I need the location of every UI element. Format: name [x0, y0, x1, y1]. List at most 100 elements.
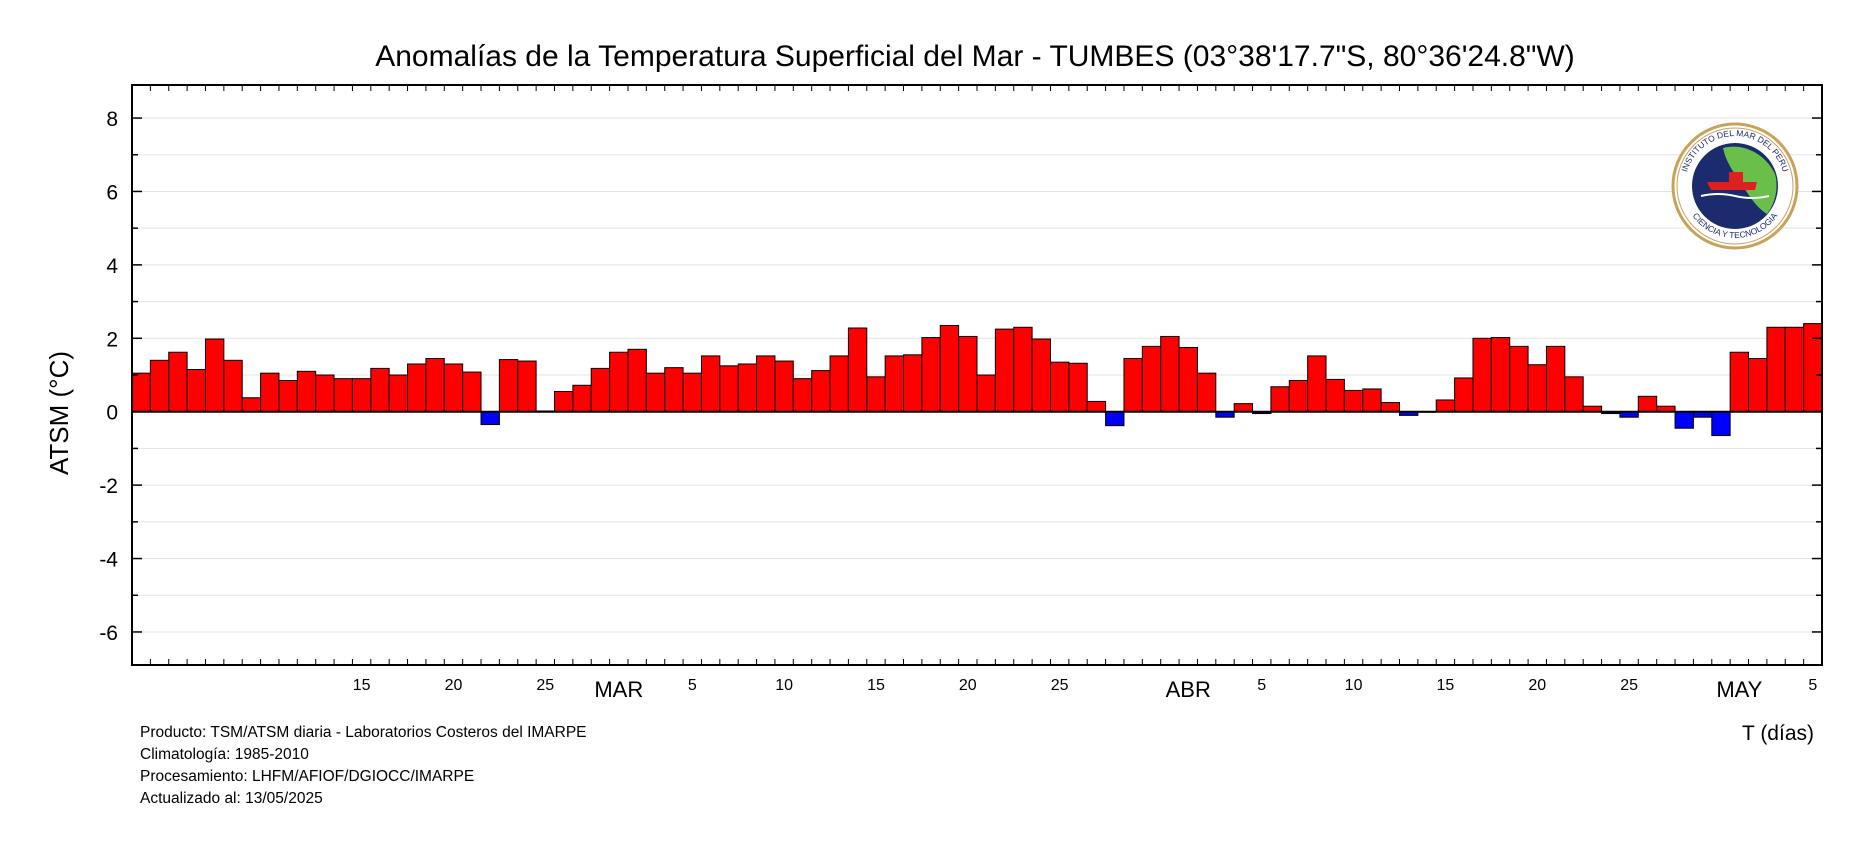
bar [241, 397, 262, 413]
footer-updated: Actualizado al: 13/05/2025 [140, 790, 323, 807]
x-axis-ticks: 152025MAR510152025ABR510152025MAY510 [131, 85, 1823, 702]
bar [1564, 376, 1584, 413]
bar [792, 378, 813, 413]
bar [884, 355, 905, 413]
x-tick-label: 25 [536, 677, 554, 694]
bar [498, 359, 519, 413]
x-tick-label: 15 [867, 677, 885, 694]
bar [1105, 411, 1125, 427]
bar [1233, 403, 1254, 413]
x-tick-label: 15 [353, 677, 371, 694]
bar [131, 372, 151, 413]
bar [1545, 345, 1566, 413]
bar [168, 351, 188, 413]
bar [1748, 357, 1768, 413]
bar [811, 370, 831, 413]
bar [1490, 337, 1511, 413]
bar [1160, 335, 1180, 413]
bar [756, 355, 776, 413]
bar [1674, 411, 1694, 429]
y-tick-label: 2 [106, 328, 118, 351]
footer-processing: Procesamiento: LHFM/AFIOF/DGIOCC/IMARPE [140, 768, 475, 785]
bar [1784, 326, 1805, 413]
bar [1141, 345, 1162, 413]
bar [223, 359, 243, 413]
bar [1803, 323, 1823, 413]
bar [204, 338, 225, 413]
bar [388, 374, 409, 413]
bar [1454, 377, 1474, 413]
x-tick-label: 15 [1437, 677, 1455, 694]
y-axis-label: ATSM (°C) [44, 351, 74, 475]
x-month-label: MAR [594, 677, 643, 702]
y-tick-label: 6 [106, 181, 118, 204]
bar [1031, 338, 1051, 413]
bar [333, 378, 353, 413]
bar [443, 363, 464, 413]
bar [149, 359, 170, 413]
bar [1307, 355, 1327, 413]
x-tick-label: 20 [1528, 677, 1546, 694]
bar [682, 372, 702, 413]
bar [462, 371, 482, 413]
x-tick-label: 10 [1345, 677, 1363, 694]
bar [1472, 337, 1492, 413]
bar [1178, 346, 1198, 413]
bar [260, 372, 280, 413]
bar [976, 374, 996, 413]
bar [645, 372, 666, 413]
x-tick-label: 25 [1620, 677, 1638, 694]
bar [609, 351, 629, 413]
bar [1270, 386, 1290, 413]
bar [1637, 395, 1658, 413]
bar [1086, 400, 1107, 413]
bar [866, 376, 886, 413]
bar [572, 384, 592, 413]
bar [590, 367, 611, 413]
bar [774, 360, 794, 413]
bar [1435, 399, 1456, 413]
bar [517, 360, 537, 413]
bar [1509, 345, 1529, 413]
footer-climatology: Climatología: 1985-2010 [140, 746, 309, 763]
footer-product: Producto: TSM/ATSM diaria - Laboratorios… [140, 724, 587, 741]
y-tick-label: -2 [99, 475, 118, 498]
bar [829, 355, 849, 413]
bar [664, 367, 684, 413]
x-tick-label: 20 [959, 677, 977, 694]
bar [186, 368, 206, 413]
bar [1766, 326, 1786, 413]
bar [1068, 362, 1088, 413]
y-axis-ticks: -6 -4 -2 0 2 4 6 8 [99, 108, 1822, 645]
bar [315, 374, 335, 413]
x-month-label: MAY [1716, 677, 1762, 702]
bar [1362, 388, 1382, 413]
x-tick-label: 10 [775, 677, 793, 694]
bar [1288, 380, 1309, 413]
bar [719, 365, 739, 413]
bar [958, 335, 978, 413]
bar [847, 327, 868, 413]
bar [425, 357, 445, 413]
y-tick-label: 8 [106, 108, 118, 131]
imarpe-logo: INSTITUTO DEL MAR DEL PERU CIENCIA Y TEC… [1671, 122, 1799, 250]
bar [1343, 389, 1364, 413]
bar [737, 363, 758, 413]
bar [554, 391, 574, 413]
bar [627, 348, 647, 413]
bar [278, 380, 298, 413]
bars-group [131, 323, 1823, 437]
bar [480, 411, 500, 426]
bar [1729, 351, 1750, 413]
bar [407, 363, 427, 413]
bar [370, 367, 390, 413]
x-tick-label: 5 [1257, 677, 1266, 694]
bar [1325, 378, 1345, 413]
gridlines [132, 117, 1822, 633]
bar [1196, 372, 1217, 413]
bar [903, 354, 923, 413]
bar [1049, 361, 1070, 413]
x-tick-label: 20 [445, 677, 463, 694]
x-tick-label: 5 [1808, 677, 1817, 694]
